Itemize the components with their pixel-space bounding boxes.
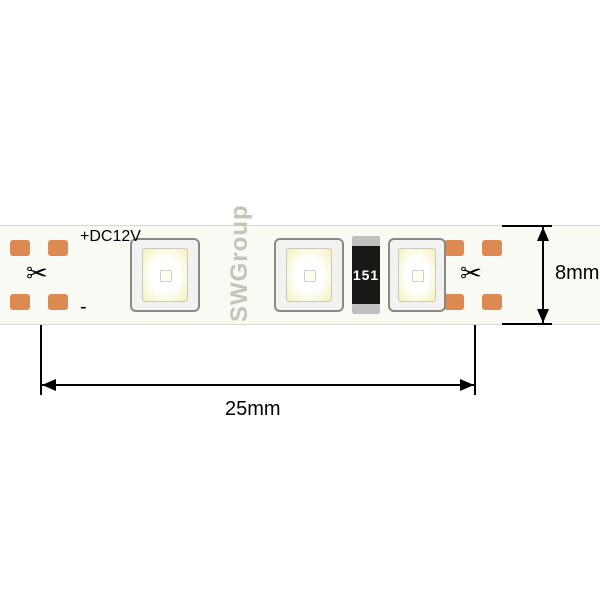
solder-pad bbox=[48, 240, 68, 256]
solder-pad bbox=[10, 240, 30, 256]
ext-line bbox=[474, 325, 476, 395]
scissors-icon: ✂ bbox=[26, 258, 48, 289]
voltage-label: +DC12V bbox=[80, 228, 141, 246]
brand-text: SWGroup bbox=[226, 204, 254, 322]
led-chip bbox=[274, 238, 344, 312]
dim-line-width bbox=[42, 384, 474, 386]
solder-pad bbox=[482, 240, 502, 256]
led-chip bbox=[130, 238, 200, 312]
solder-pad bbox=[10, 294, 30, 310]
scissors-icon: ✂ bbox=[460, 258, 482, 289]
solder-pad bbox=[482, 294, 502, 310]
ext-line bbox=[502, 323, 552, 325]
polarity-minus: - bbox=[80, 296, 87, 319]
dim-arrow bbox=[42, 379, 56, 391]
solder-pad bbox=[444, 240, 464, 256]
led-chip bbox=[388, 238, 446, 312]
solder-pad bbox=[444, 294, 464, 310]
smd-resistor: 151 bbox=[352, 236, 380, 314]
solder-pad bbox=[48, 294, 68, 310]
height-label: 8mm bbox=[555, 262, 599, 285]
dim-arrow bbox=[537, 309, 549, 323]
width-label: 25mm bbox=[225, 398, 281, 421]
diagram-canvas: 151 +DC12V - SWGroup ✂ ✂ 25mm 8mm bbox=[0, 0, 600, 600]
resistor-code: 151 bbox=[352, 267, 380, 283]
dim-arrow bbox=[537, 227, 549, 241]
dim-arrow bbox=[460, 379, 474, 391]
